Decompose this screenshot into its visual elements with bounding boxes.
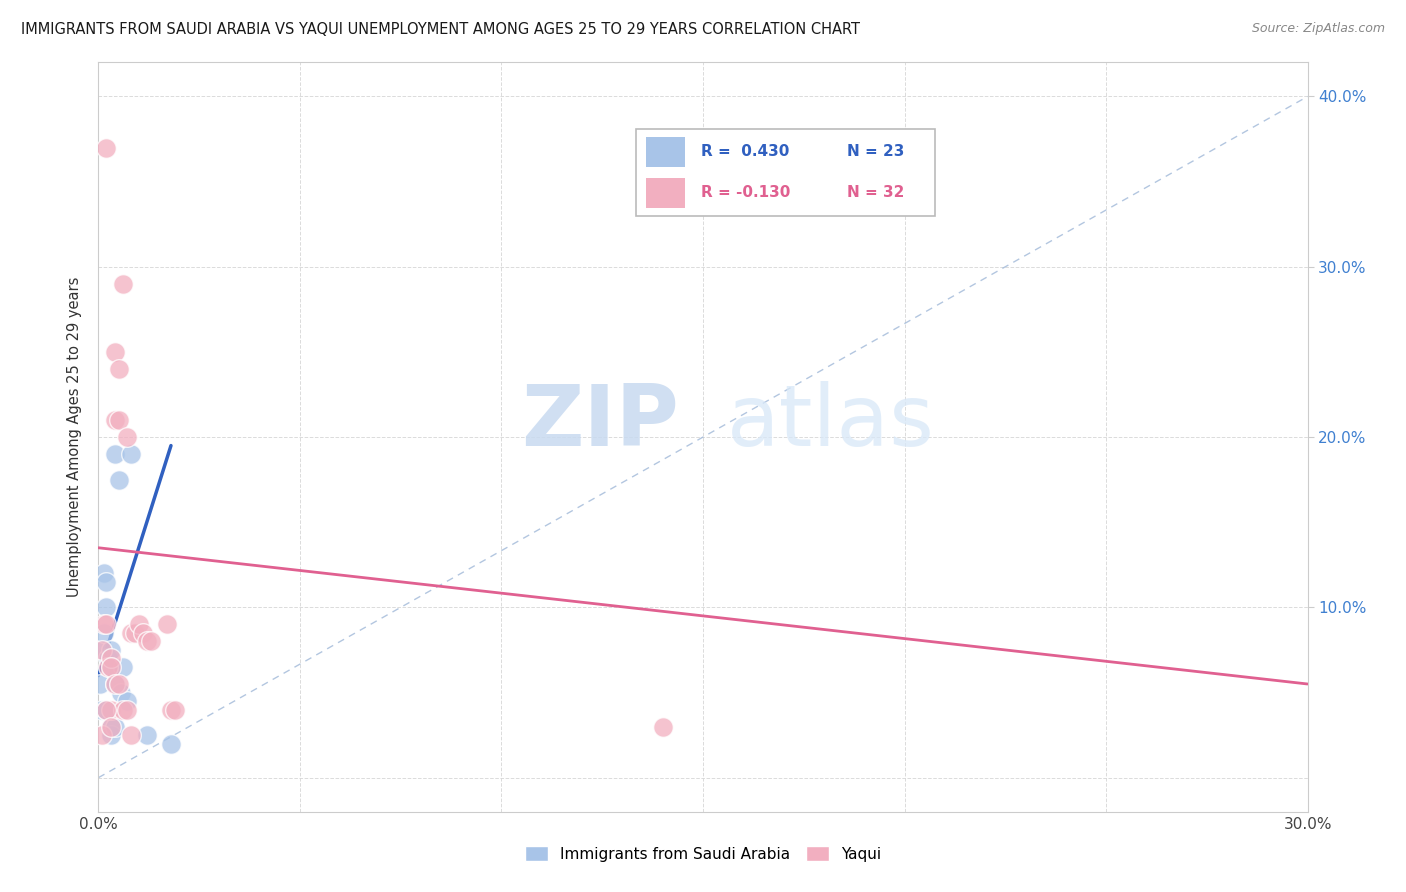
Point [97,660,120,674]
Point [135,634,157,648]
Point [100,651,122,665]
Text: atlas: atlas [727,381,935,464]
Point [103,677,125,691]
Point [132,626,155,640]
Legend: Immigrants from Saudi Arabia, Yaqui: Immigrants from Saudi Arabia, Yaqui [519,839,887,868]
Point [120,447,142,461]
Point [103,413,125,427]
Point [120,626,142,640]
Point [135,728,157,742]
Point [100,728,122,742]
Point [91,702,114,716]
Point [115,694,138,708]
Point [96,574,118,589]
Point [128,617,150,632]
Point [107,413,129,427]
Text: R = -0.130: R = -0.130 [700,186,790,201]
Point [91,728,114,742]
Point [103,677,125,691]
Text: IMMIGRANTS FROM SAUDI ARABIA VS YAQUI UNEMPLOYMENT AMONG AGES 25 TO 29 YEARS COR: IMMIGRANTS FROM SAUDI ARABIA VS YAQUI UN… [21,22,860,37]
Point [91,643,114,657]
Point [163,702,186,716]
Point [93,626,115,640]
Point [100,660,122,674]
Point [124,626,146,640]
Point [93,566,115,581]
Point [100,643,122,657]
Point [115,430,138,444]
Point [89,677,111,691]
Point [115,702,138,716]
Point [111,702,134,716]
Point [160,737,183,751]
Point [107,677,129,691]
Point [96,617,118,632]
Point [100,720,122,734]
FancyBboxPatch shape [637,128,935,216]
Point [103,447,125,461]
Bar [645,136,685,167]
Point [107,473,129,487]
Point [139,634,162,648]
Point [107,362,129,376]
Text: Source: ZipAtlas.com: Source: ZipAtlas.com [1251,22,1385,36]
Text: N = 32: N = 32 [846,186,904,201]
Point [103,720,125,734]
Point [100,702,122,716]
Point [93,617,115,632]
Point [651,720,673,734]
Point [120,728,142,742]
Point [91,643,114,657]
Bar [645,178,685,208]
Text: ZIP: ZIP [522,381,679,464]
Point [100,660,122,674]
Point [110,685,132,699]
Y-axis label: Unemployment Among Ages 25 to 29 years: Unemployment Among Ages 25 to 29 years [67,277,83,598]
Point [96,600,118,615]
Text: N = 23: N = 23 [846,145,904,160]
Point [111,277,134,291]
Point [96,702,118,716]
Point [96,140,118,154]
Point [156,617,179,632]
Point [160,702,183,716]
Point [96,702,118,716]
Text: R =  0.430: R = 0.430 [700,145,789,160]
Point [103,345,125,359]
Point [97,651,120,665]
Point [100,720,122,734]
Point [111,660,134,674]
